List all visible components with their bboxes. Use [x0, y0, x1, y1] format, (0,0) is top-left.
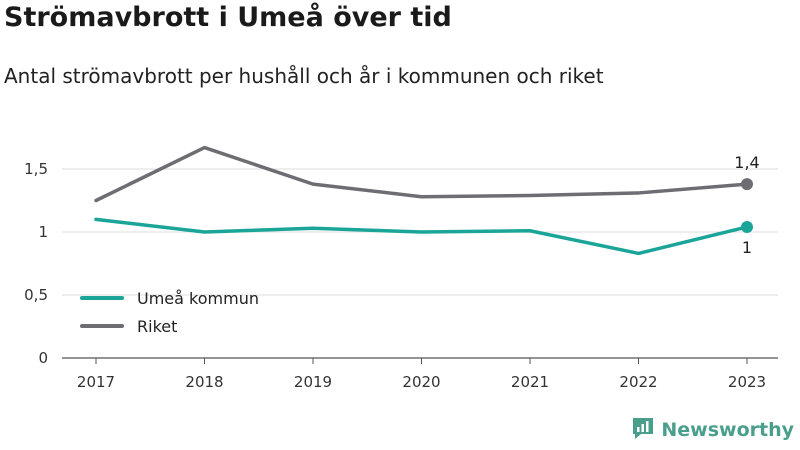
y-tick-label: 0 — [38, 349, 48, 367]
series-line-0 — [94, 217, 749, 256]
series-end-point-1 — [741, 178, 753, 191]
data-label-riket: 1,4 — [734, 153, 759, 172]
x-tick-label: 2023 — [728, 373, 766, 391]
x-tick-label: 2022 — [619, 373, 657, 391]
series-line-1 — [94, 145, 749, 203]
x-tick-label: 2017 — [77, 373, 115, 391]
y-tick-label: 1 — [38, 223, 48, 241]
chart-title: Strömavbrott i Umeå över tid — [4, 2, 452, 33]
chart-subtitle: Antal strömavbrott per hushåll och år i … — [4, 64, 604, 88]
legend-label: Riket — [137, 317, 177, 336]
x-tick-label: 2021 — [511, 373, 549, 391]
data-label-umea: 1 — [742, 238, 752, 257]
series-end-point-0 — [741, 220, 753, 233]
newsworthy-logo-icon — [631, 416, 655, 444]
y-tick-label: 0,5 — [24, 286, 48, 304]
y-tick-label: 1,5 — [24, 160, 48, 178]
legend-label: Umeå kommun — [137, 289, 259, 308]
brand-logo: Newsworthy — [631, 416, 794, 444]
x-tick-label: 2019 — [294, 373, 332, 391]
x-tick-label: 2020 — [402, 373, 440, 391]
x-tick-label: 2018 — [185, 373, 223, 391]
brand-name: Newsworthy — [661, 419, 794, 441]
